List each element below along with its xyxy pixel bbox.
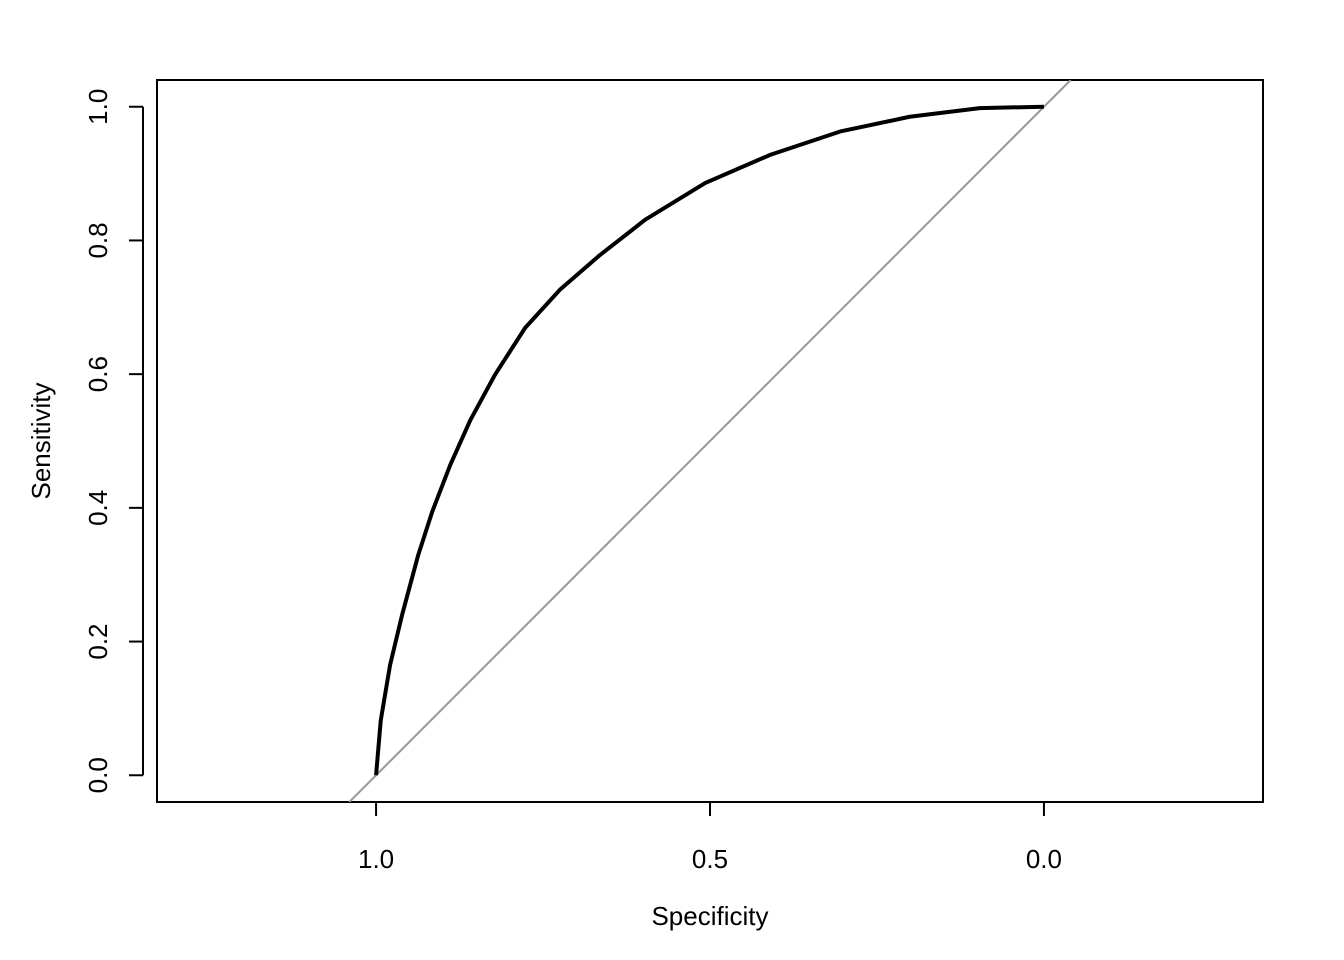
x-tick-label: 1.0 — [358, 844, 394, 874]
y-tick-label: 0.0 — [83, 757, 113, 793]
y-tick-label: 0.6 — [83, 356, 113, 392]
x-tick-label: 0.0 — [1026, 844, 1062, 874]
y-tick-label: 1.0 — [83, 89, 113, 125]
x-axis-title: Specificity — [651, 901, 768, 931]
y-axis-title: Sensitivity — [26, 382, 56, 499]
y-tick-label: 0.2 — [83, 623, 113, 659]
roc-curve — [374, 104, 1044, 776]
y-tick-label: 0.4 — [83, 490, 113, 526]
x-tick-label: 0.5 — [692, 844, 728, 874]
y-tick-label: 0.8 — [83, 222, 113, 258]
reference-diagonal — [348, 80, 1072, 802]
